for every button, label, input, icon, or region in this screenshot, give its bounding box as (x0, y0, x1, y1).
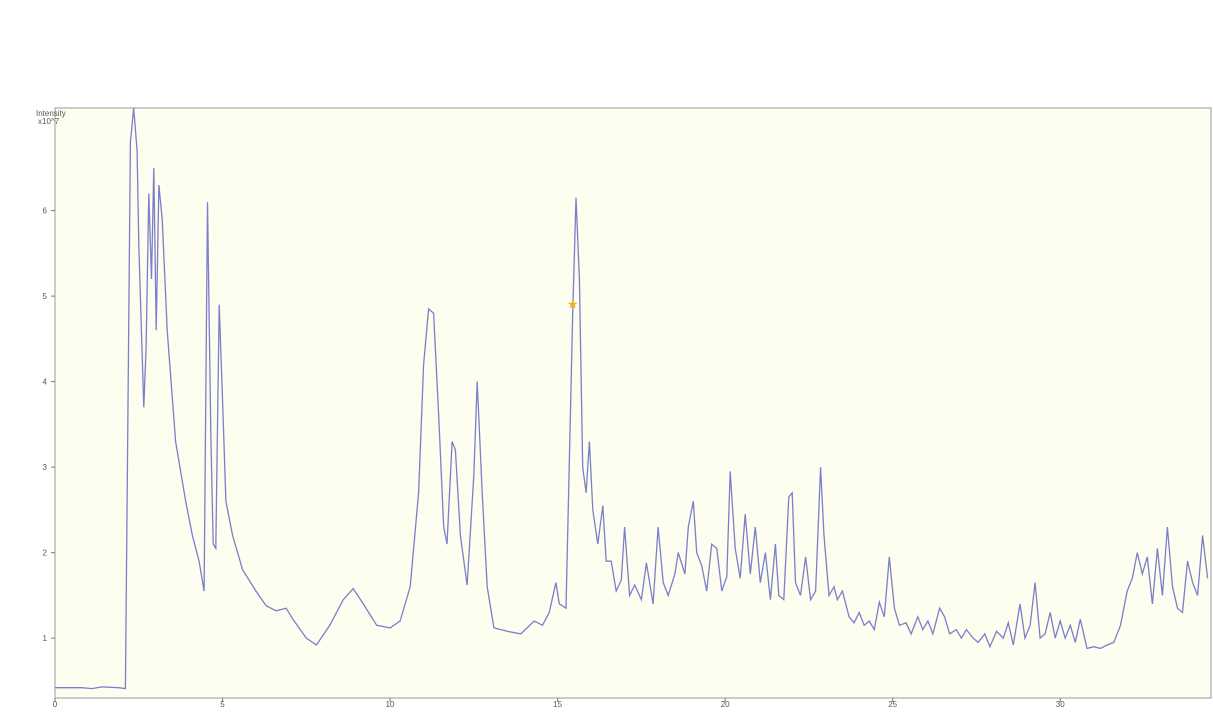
y-axis-title-intensity: Intensity (36, 109, 66, 118)
x-tick-label: 0 (53, 700, 58, 708)
y-tick-label: 1 (43, 634, 48, 643)
star-marker-icon: ★ (567, 297, 579, 312)
x-tick-label: 15 (553, 700, 562, 708)
plot-background (54, 107, 1212, 699)
y-tick-label: 6 (43, 207, 48, 216)
x-tick-label: 30 (1056, 700, 1065, 708)
axis-ticks: 1 2 3 4 5 6 0 5 10 15 20 25 30 (43, 207, 1066, 709)
x-tick-label: 5 (220, 700, 225, 708)
y-tick-label: 3 (43, 463, 48, 472)
y-tick-label: 4 (43, 378, 48, 387)
y-tick-label: 2 (43, 549, 48, 558)
x-tick-label: 20 (721, 700, 730, 708)
series-line (55, 107, 1209, 690)
x-tick-label: 25 (888, 700, 897, 708)
y-tick-label: 5 (43, 292, 48, 301)
x-tick-label: 10 (386, 700, 395, 708)
y-axis-title-scale: x10^7 (38, 117, 60, 126)
peak-marker-layer: ★ (567, 297, 579, 312)
